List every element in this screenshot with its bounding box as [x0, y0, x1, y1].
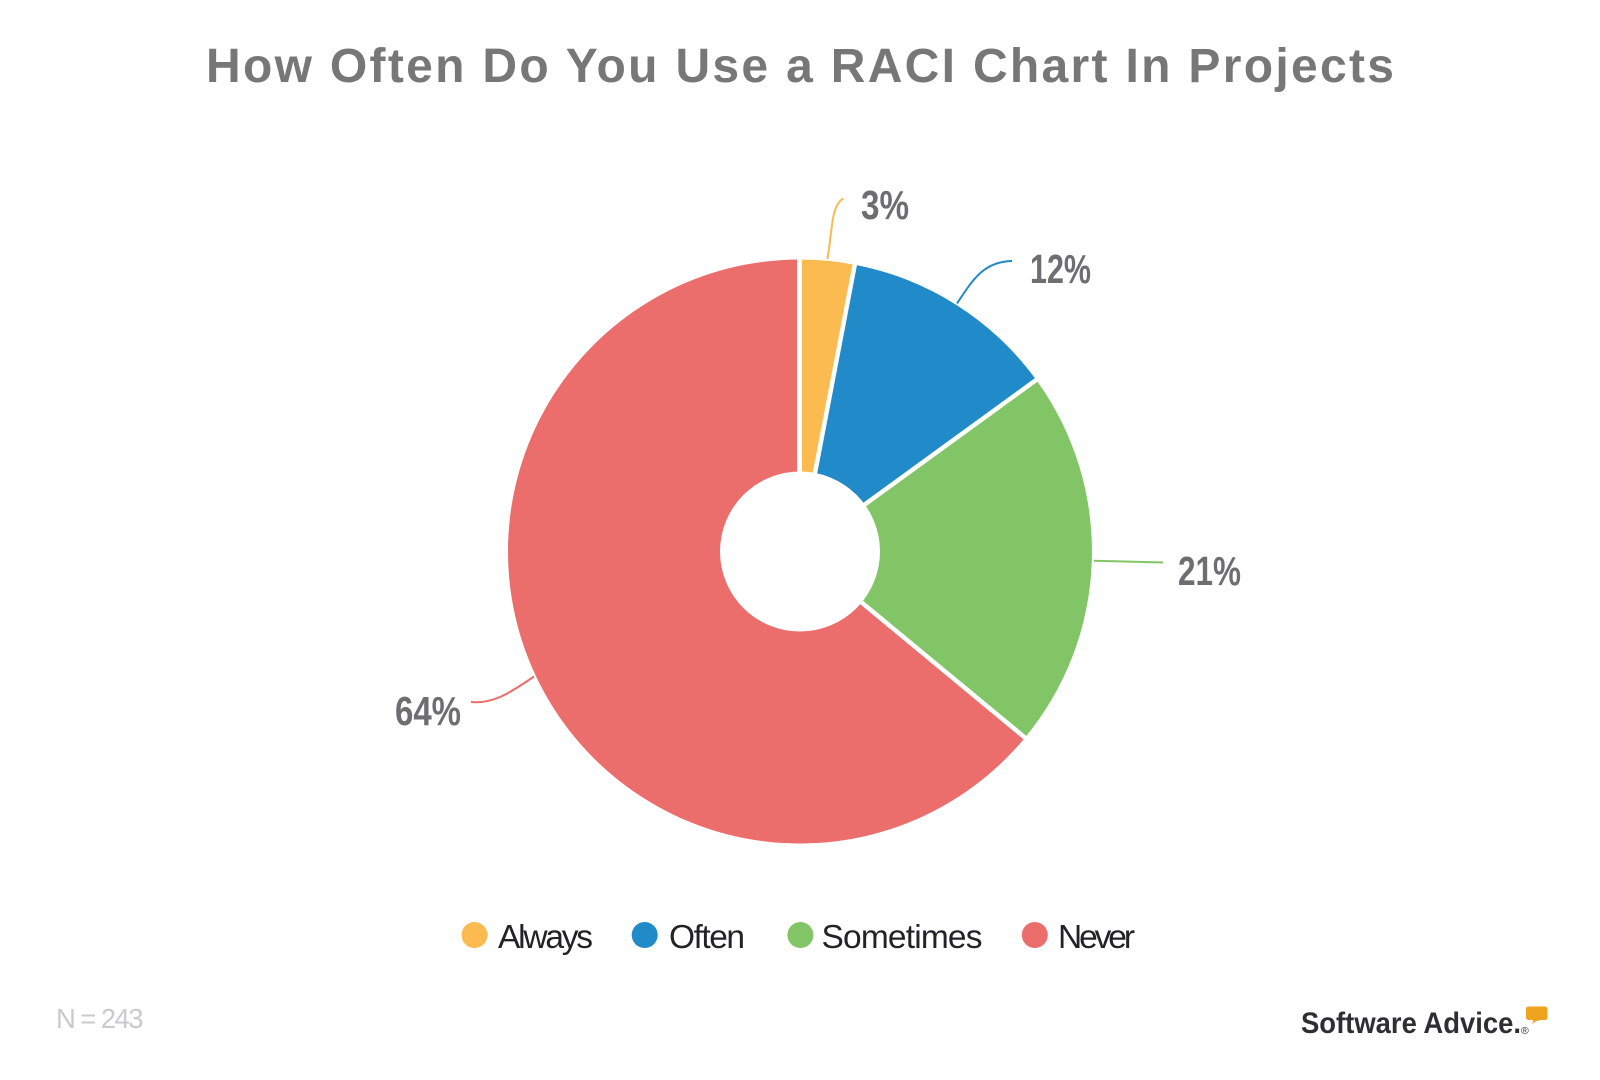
svg-text:Sometimes: Sometimes: [822, 919, 983, 956]
svg-text:How Often Do You Use a RACI Ch: How Often Do You Use a RACI Chart In Pro…: [206, 40, 1394, 93]
svg-text:Always: Always: [498, 919, 593, 956]
svg-text:Often: Often: [669, 919, 745, 956]
svg-text:Software Advice.: Software Advice.: [1301, 1007, 1521, 1040]
svg-text:Never: Never: [1058, 919, 1135, 956]
svg-text:N = 243: N = 243: [56, 1003, 143, 1034]
svg-text:64%: 64%: [395, 688, 461, 734]
svg-text:®: ®: [1521, 1025, 1529, 1037]
svg-text:12%: 12%: [1030, 246, 1091, 292]
svg-text:3%: 3%: [861, 182, 909, 228]
svg-text:21%: 21%: [1178, 548, 1241, 594]
